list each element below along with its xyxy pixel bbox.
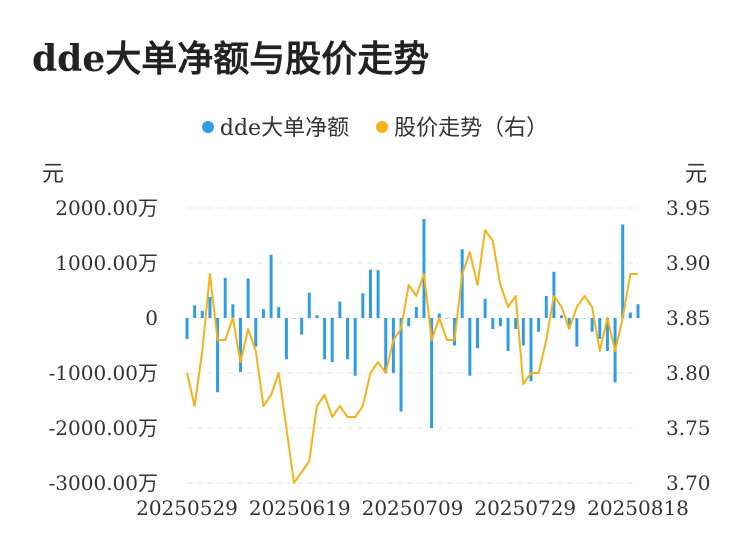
bar [323, 318, 327, 360]
legend-dot-icon [376, 121, 389, 133]
bar [575, 318, 579, 347]
bar [300, 318, 304, 335]
bar [537, 318, 541, 332]
bar [246, 278, 250, 318]
bar [498, 318, 502, 327]
bar [216, 318, 220, 393]
bar [460, 249, 464, 318]
bar [193, 305, 197, 318]
bar [231, 304, 235, 318]
bar [277, 307, 281, 318]
bar [567, 318, 571, 328]
left-tick-label: 1000.00万 [55, 251, 158, 275]
legend-item-bars[interactable]: dde大单净额 [201, 110, 350, 142]
bar [491, 318, 495, 329]
bar [223, 277, 227, 318]
bar [353, 318, 357, 376]
bar [338, 301, 342, 318]
legend-dot-icon [201, 121, 214, 133]
bar [430, 318, 434, 428]
bar [384, 318, 388, 373]
bar [521, 318, 525, 346]
bar [560, 315, 564, 318]
left-axis-unit: 元 [42, 162, 65, 187]
right-tick-label: 3.75 [666, 416, 711, 440]
right-tick-label: 3.85 [666, 306, 711, 330]
bar [475, 318, 479, 349]
bar [200, 310, 204, 318]
right-tick-label: 3.90 [666, 251, 711, 275]
price-line [186, 229, 638, 484]
bar [552, 271, 556, 318]
bar [368, 269, 372, 318]
left-tick-label: -2000.00万 [49, 416, 158, 440]
legend-label: 股价走势（右） [394, 116, 549, 141]
bar [254, 318, 258, 347]
x-tick-label: 20250729 [474, 496, 576, 520]
x-tick-label: 20250709 [362, 496, 464, 520]
bar [636, 304, 640, 318]
bar [514, 318, 518, 329]
bar [208, 297, 212, 318]
bar [414, 307, 418, 318]
bar [185, 318, 189, 339]
left-tick-label: 2000.00万 [55, 196, 158, 220]
bar [590, 318, 594, 332]
x-tick-label: 20250619 [249, 496, 351, 520]
bar [621, 224, 625, 318]
bar [529, 318, 533, 382]
bar [407, 318, 411, 327]
left-tick-label: 0 [145, 306, 158, 330]
bar [468, 318, 472, 376]
bar [346, 318, 350, 360]
legend: dde大单净额 股价走势（右） [0, 110, 750, 142]
bar [292, 318, 296, 319]
bar [445, 318, 449, 319]
bar [437, 313, 441, 318]
right-axis-unit: 元 [685, 162, 708, 187]
legend-label: dde大单净额 [219, 116, 350, 141]
bar [330, 318, 334, 362]
bar [598, 318, 602, 339]
bar [284, 318, 288, 360]
bar [628, 312, 632, 318]
bar [483, 298, 487, 318]
bar [605, 318, 609, 351]
right-tick-label: 3.80 [666, 361, 711, 385]
bar [376, 270, 380, 318]
x-tick-label: 20250818 [587, 496, 689, 520]
bar [261, 309, 265, 318]
bar [239, 318, 243, 372]
bar [582, 318, 586, 319]
bar [391, 318, 395, 373]
bar [422, 219, 426, 318]
bar [269, 254, 273, 318]
bar [307, 292, 311, 318]
bar [399, 318, 403, 412]
bar [506, 318, 510, 351]
left-tick-label: -3000.00万 [49, 471, 158, 495]
legend-item-line[interactable]: 股价走势（右） [376, 110, 548, 142]
left-tick-label: -1000.00万 [49, 361, 158, 385]
bar [361, 293, 365, 318]
chart-title: dde大单净额与股价走势 [32, 38, 430, 80]
bar [544, 296, 548, 318]
right-tick-label: 3.70 [666, 471, 711, 495]
bar [315, 315, 319, 318]
right-tick-label: 3.95 [666, 196, 711, 220]
x-tick-label: 20250529 [136, 496, 238, 520]
